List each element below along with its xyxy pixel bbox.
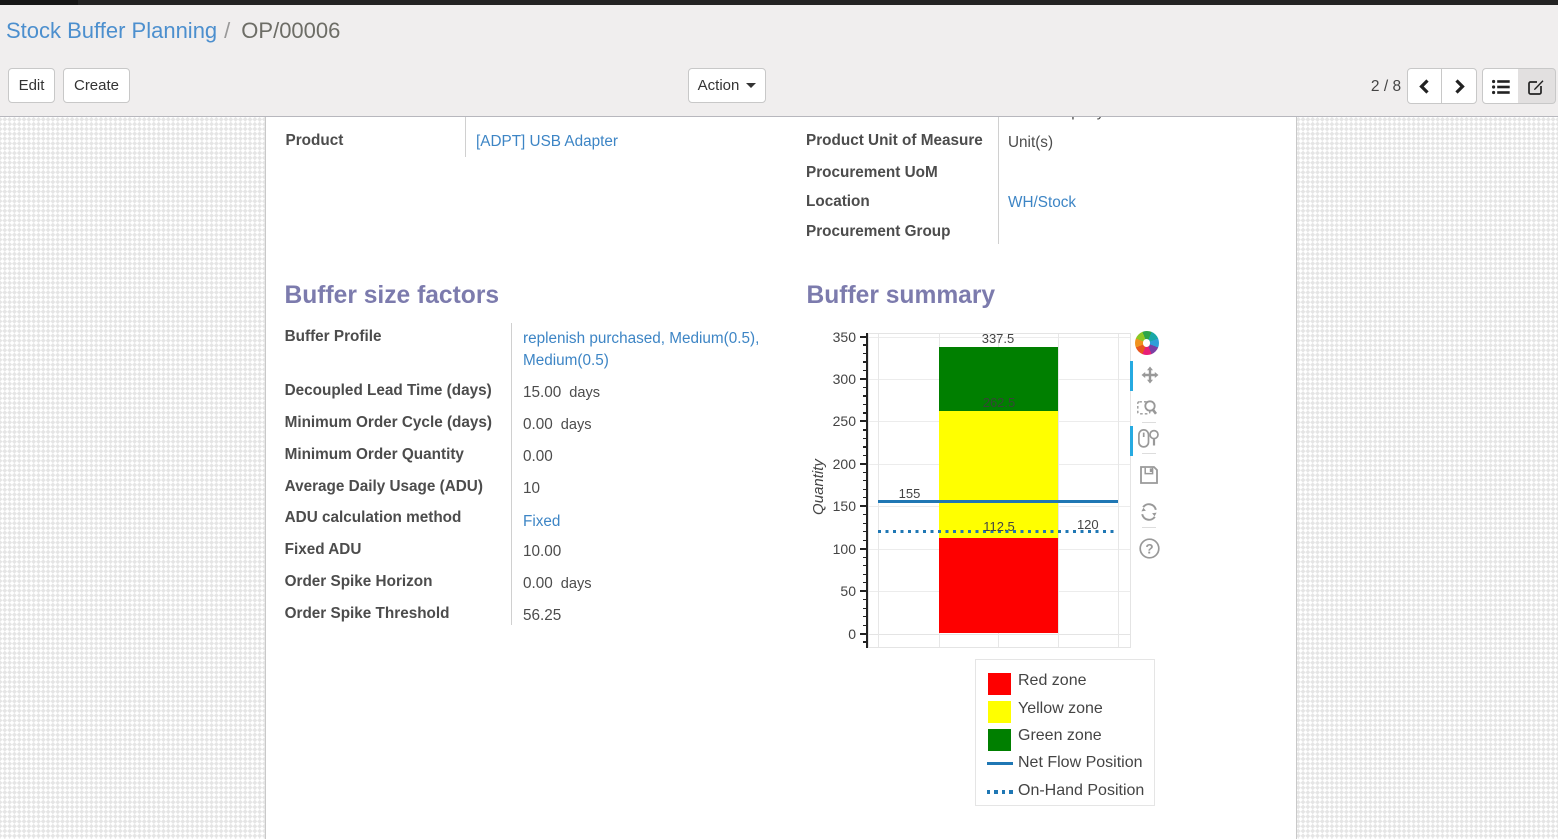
svg-text:?: ? — [1145, 541, 1153, 556]
